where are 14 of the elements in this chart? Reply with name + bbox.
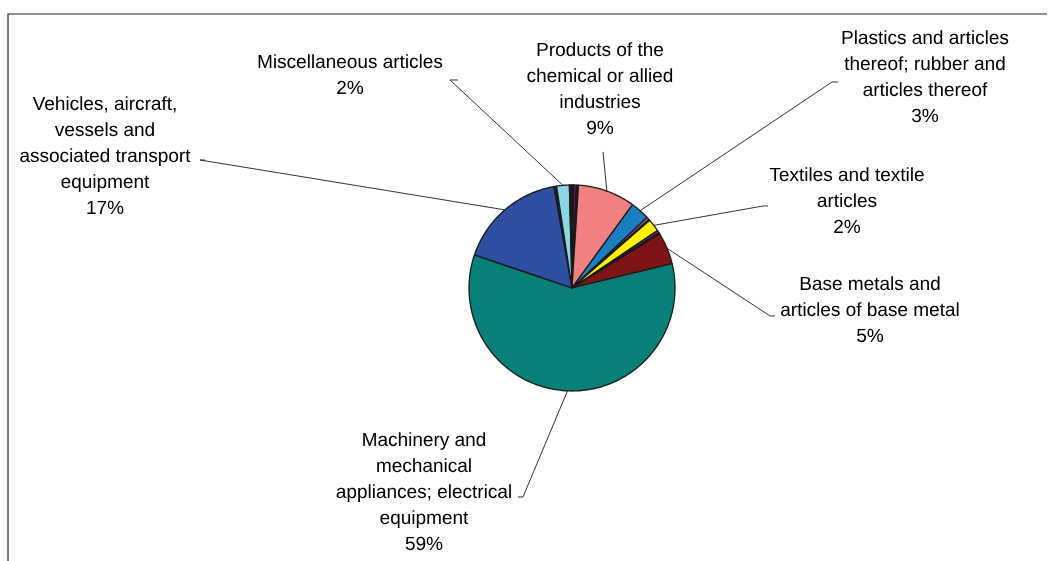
slice-label: Machinery and mechanical appliances; electrical equipment — [336, 432, 511, 528]
data-label: 3% — [912, 108, 939, 123]
data-label: 59% — [405, 536, 443, 551]
data-label: 9% — [587, 120, 614, 135]
slice-label: Miscellaneous articles — [258, 54, 443, 69]
data-label: 2% — [834, 219, 861, 234]
slice-label: Plastics and articles thereof; rubber and articles thereof — [842, 30, 1009, 97]
data-label: 2% — [337, 80, 364, 95]
slice-label: Products of the chemical or allied industries — [527, 42, 673, 109]
slice-label: Base metals and articles of base metal — [781, 276, 959, 317]
data-label: 17% — [87, 200, 124, 215]
slice-label: Textiles and textile articles — [769, 167, 924, 208]
slice-label: Vehicles, aircraft, vessels and associated transport equipment — [20, 96, 191, 192]
data-label: 5% — [857, 328, 884, 343]
